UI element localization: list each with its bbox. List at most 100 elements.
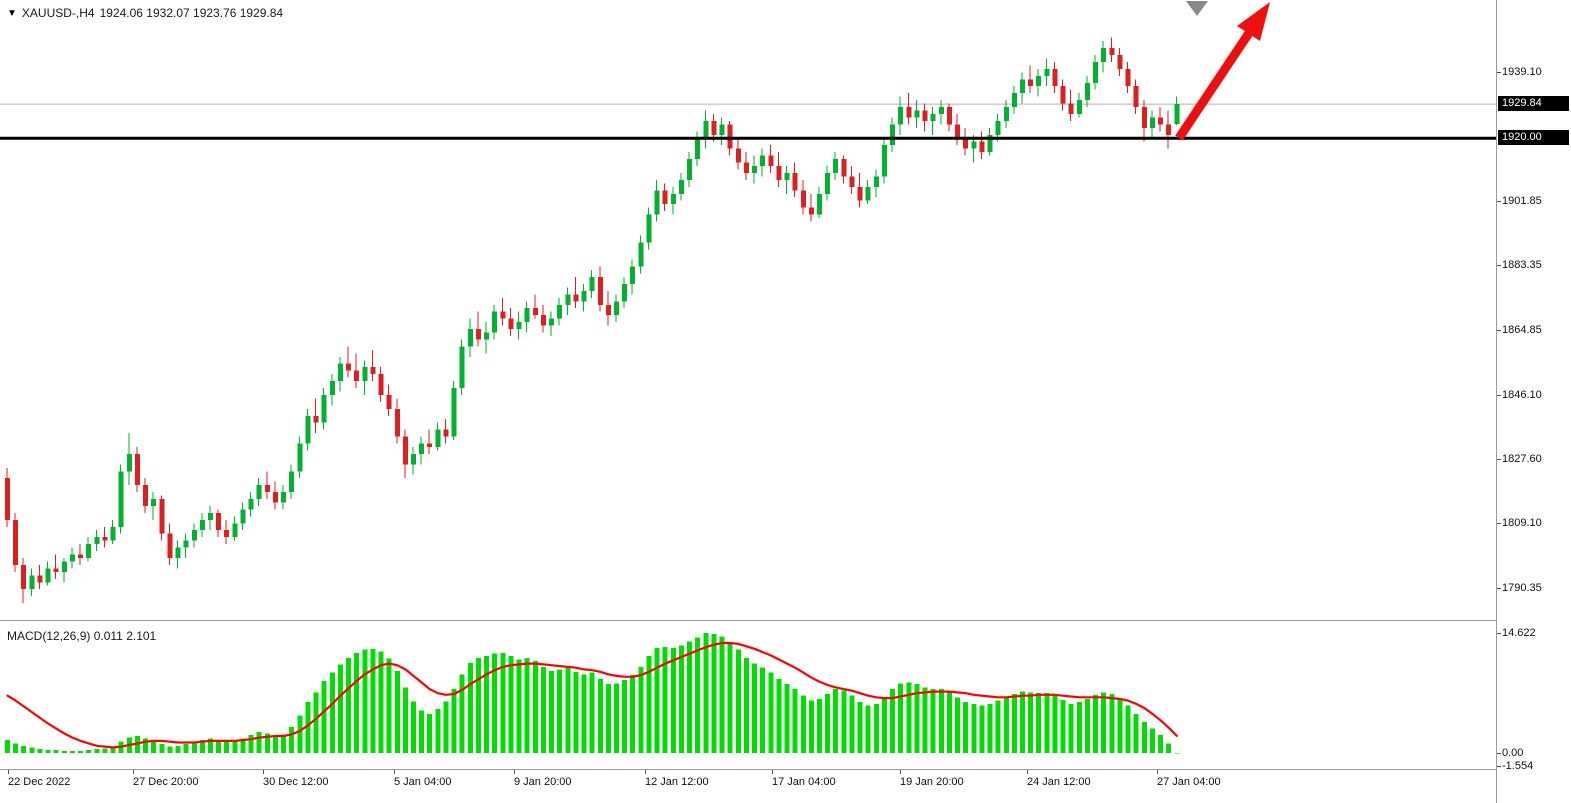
macd-bar <box>881 697 887 754</box>
candle-body <box>735 148 741 163</box>
macd-bar <box>614 683 619 754</box>
macd-bar <box>687 641 693 754</box>
candle-body <box>622 283 628 302</box>
macd-bar <box>394 671 400 754</box>
candle-body <box>329 381 335 395</box>
macd-signal-line <box>6 641 1178 749</box>
macd-bar <box>800 695 806 754</box>
candle-body <box>890 124 896 146</box>
candle-body <box>1109 48 1115 56</box>
time-axis-label: 12 Jan 12:00 <box>645 776 709 788</box>
symbol-marker-icon[interactable]: ▼ <box>7 7 17 19</box>
candle-body <box>1084 82 1090 101</box>
horizontal-level-line-annotation[interactable] <box>0 136 1496 140</box>
macd-bar <box>427 713 433 754</box>
time-axis-tick <box>645 770 646 774</box>
macd-bar <box>922 687 928 754</box>
price-axis-tick <box>1497 72 1501 73</box>
candle-body <box>1133 86 1139 108</box>
macd-bar <box>1036 693 1042 754</box>
macd-bar <box>443 701 449 754</box>
macd-bar <box>743 657 749 754</box>
macd-bar <box>78 750 84 754</box>
macd-bar <box>549 671 555 754</box>
price-axis-tick <box>1497 394 1501 396</box>
candle-body <box>1141 107 1147 128</box>
macd-bar <box>605 684 611 754</box>
macd-indicator-pane[interactable]: MACD(12,26,9) 0.011 2.101 <box>0 625 1496 769</box>
object-anchor-icon[interactable] <box>1186 1 1208 16</box>
trend-arrow-annotation[interactable] <box>1175 2 1270 141</box>
macd-bar <box>5 740 10 754</box>
macd-axis-max-label: 14.622 <box>1502 627 1536 639</box>
candle-body <box>792 172 798 191</box>
macd-axis-zero-label: 0.00 <box>1502 747 1524 760</box>
macd-bar <box>1003 697 1009 754</box>
time-axis-tick <box>8 770 9 774</box>
macd-bar <box>565 667 571 754</box>
macd-bar <box>1158 735 1164 754</box>
time-axis-label: 9 Jan 20:00 <box>514 776 572 788</box>
macd-bar <box>760 667 766 754</box>
candle-body <box>979 141 985 153</box>
macd-bar <box>930 689 936 754</box>
price-axis-tick <box>1497 765 1501 767</box>
candle-body <box>394 408 400 437</box>
candle-body <box>467 329 473 347</box>
candle-body <box>232 523 238 538</box>
time-axis[interactable]: 22 Dec 2022 27 Dec 20:00 30 Dec 12:00 5 Jan… <box>0 770 1496 803</box>
macd-bar <box>216 740 222 754</box>
candle-body <box>1068 103 1074 114</box>
time-axis-tick <box>900 770 901 774</box>
macd-bar <box>646 656 652 754</box>
macd-name-label: MACD(12,26,9) <box>7 629 91 643</box>
pane-divider-top[interactable] <box>0 620 1496 621</box>
macd-bar <box>946 692 952 754</box>
candle-body <box>646 214 652 243</box>
macd-bar <box>329 672 335 754</box>
macd-bar <box>833 689 839 754</box>
time-axis-tick <box>1157 770 1158 774</box>
macd-bar <box>134 735 140 754</box>
candle-body <box>565 294 571 305</box>
time-axis-label: 27 Jan 04:00 <box>1157 776 1221 788</box>
candle-body <box>248 499 254 510</box>
time-axis-tick <box>772 770 773 774</box>
candle-body <box>581 290 587 302</box>
macd-bar <box>475 657 481 754</box>
candle-body <box>1149 117 1155 128</box>
macd-bar <box>467 662 473 754</box>
price-axis-tick <box>1497 201 1501 203</box>
macd-bar <box>622 680 628 754</box>
macd-bar <box>711 634 717 754</box>
candle-body <box>94 537 100 545</box>
candle-body <box>776 166 782 180</box>
candle-body <box>752 166 758 173</box>
candle-body <box>264 485 270 493</box>
candle-body <box>614 301 619 316</box>
candle-body <box>354 370 360 382</box>
macd-bar <box>289 726 295 754</box>
macd-bar <box>825 694 831 754</box>
candle-body <box>102 537 108 541</box>
time-axis-tick <box>263 770 264 774</box>
price-axis[interactable]: 1939.10 1901.85 1883.35 1864.85 1846.10 1827.… <box>1497 0 1571 803</box>
macd-bar <box>272 735 278 754</box>
price-chart-canvas[interactable]: ▼ XAUUSD-,H4 1924.06 1932.07 1923.76 192… <box>0 0 1496 620</box>
macd-bar <box>792 689 798 754</box>
macd-bar <box>873 703 879 754</box>
candle-body <box>516 322 522 330</box>
macd-bar <box>630 675 636 754</box>
macd-bar <box>768 672 774 754</box>
price-axis-tick <box>1497 522 1501 524</box>
macd-bar <box>386 658 392 754</box>
candle-body <box>1020 79 1025 94</box>
macd-bar <box>516 659 522 754</box>
candle-body <box>605 304 611 316</box>
price-axis-label: 1864.85 <box>1502 323 1542 336</box>
candle-body <box>955 124 961 139</box>
candle-body <box>938 107 944 114</box>
candle-body <box>143 485 149 506</box>
candle-body <box>443 429 449 437</box>
price-axis-label: 1939.10 <box>1502 66 1542 78</box>
